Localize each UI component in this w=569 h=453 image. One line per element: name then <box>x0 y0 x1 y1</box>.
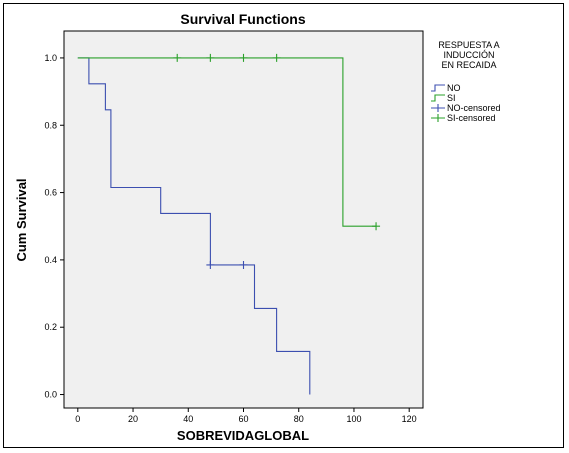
legend-swatch <box>431 114 445 122</box>
y-tick-label: 0.4 <box>44 255 57 265</box>
censor-mark-si-censored <box>206 53 215 62</box>
legend-title-line-1: RESPUESTA A <box>438 40 499 50</box>
censor-mark-si-censored <box>239 53 248 62</box>
y-tick-label: 0.6 <box>44 188 57 198</box>
legend-swatch <box>431 104 445 112</box>
censor-marks <box>173 53 381 269</box>
x-tick-label: 60 <box>238 414 248 424</box>
legend-item-no: NO <box>431 83 461 93</box>
legend-item-no-censored: NO-censored <box>431 103 501 113</box>
censor-mark-si-censored <box>272 53 281 62</box>
legend-label: NO <box>447 83 461 93</box>
x-tick-label: 0 <box>75 414 80 424</box>
x-axis-label: SOBREVIDAGLOBAL <box>177 428 309 443</box>
censor-mark-no-censored <box>239 260 248 269</box>
y-tick-label: 0.2 <box>44 322 57 332</box>
legend-swatch <box>431 94 445 102</box>
censor-mark-no-censored <box>206 260 215 269</box>
x-tick-label: 100 <box>346 414 361 424</box>
legend: RESPUESTA A INDUCCIÓN EN RECAIDA NOSINO-… <box>431 40 501 123</box>
y-tick-label: 1.0 <box>44 53 57 63</box>
series-line-no <box>77 57 311 395</box>
legend-label: SI <box>447 93 456 103</box>
censor-mark-si-censored <box>173 53 182 62</box>
axis-ticks: 0 20 40 60 80 100 120 0.0 0.2 0.4 0.6 0.8 1.0 <box>44 53 416 424</box>
chart-title: Survival Functions <box>180 11 305 27</box>
y-axis-label: Cum Survival <box>14 178 29 261</box>
censor-mark-si-censored <box>372 222 381 231</box>
x-tick-label: 40 <box>183 414 193 424</box>
legend-swatch <box>431 84 445 92</box>
legend-title-line-3: EN RECAIDA <box>441 60 496 70</box>
legend-label: NO-censored <box>447 103 501 113</box>
legend-label: SI-censored <box>447 113 496 123</box>
y-tick-label: 0.8 <box>44 120 57 130</box>
x-tick-label: 120 <box>402 414 417 424</box>
legend-item-si-censored: SI-censored <box>431 113 496 123</box>
plot-area <box>63 30 424 409</box>
legend-item-si: SI <box>431 93 456 103</box>
y-tick-label: 0.0 <box>44 390 57 400</box>
x-tick-label: 20 <box>128 414 138 424</box>
legend-title-line-2: INDUCCIÓN <box>444 50 495 60</box>
x-tick-label: 80 <box>294 414 304 424</box>
